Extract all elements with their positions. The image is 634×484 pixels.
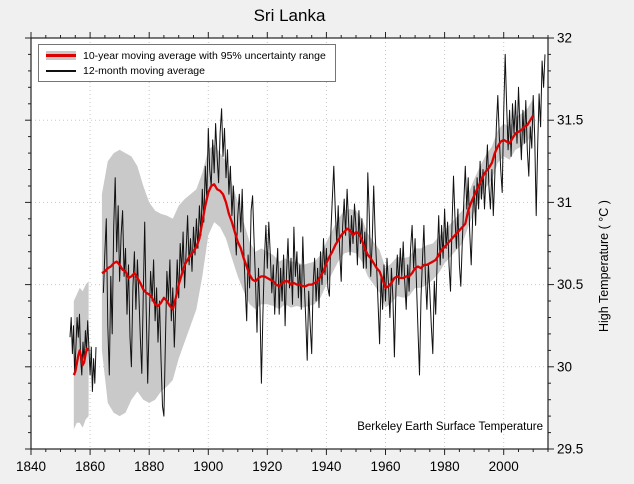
svg-text:31: 31: [557, 195, 572, 210]
svg-text:1900: 1900: [193, 459, 223, 474]
series-10yr-average: [72, 114, 535, 376]
y-tick-labels: 29.5 30 30.5 31 31.5 32: [557, 31, 583, 457]
legend-label-10yr: 10-year moving average with 95% uncertai…: [83, 49, 326, 62]
series-12mo-average: [69, 53, 546, 417]
svg-text:30.5: 30.5: [557, 277, 583, 292]
chart-title: Sri Lanka: [253, 6, 326, 25]
svg-text:1920: 1920: [252, 459, 282, 474]
svg-text:1860: 1860: [75, 459, 105, 474]
svg-text:1940: 1940: [311, 459, 341, 474]
legend-band-swatch: [46, 51, 76, 60]
svg-text:29.5: 29.5: [557, 442, 583, 457]
svg-text:2000: 2000: [489, 459, 519, 474]
svg-text:1960: 1960: [370, 459, 400, 474]
svg-text:32: 32: [557, 31, 572, 46]
svg-text:1880: 1880: [134, 459, 164, 474]
svg-text:31.5: 31.5: [557, 113, 583, 128]
legend-item-10yr: 10-year moving average with 95% uncertai…: [46, 48, 326, 63]
source-annotation: Berkeley Earth Surface Temperature: [357, 421, 543, 433]
legend-label-12mo: 12-month moving average: [83, 64, 205, 77]
legend-red-line-swatch: [46, 54, 76, 57]
svg-text:1840: 1840: [16, 459, 46, 474]
legend-item-12mo: 12-month moving average: [46, 63, 326, 78]
axis-frame: [25, 32, 554, 455]
y-axis-label: High Temperature ( °C ): [597, 200, 611, 332]
svg-text:30: 30: [557, 359, 572, 374]
svg-text:1980: 1980: [430, 459, 460, 474]
legend-black-line-swatch: [46, 69, 76, 72]
legend-line-swatch: [46, 66, 76, 75]
x-tick-labels: 1840 1860 1880 1900 1920 1940 1960 1980 2000: [16, 459, 519, 474]
legend: 10-year moving average with 95% uncertai…: [38, 44, 336, 82]
